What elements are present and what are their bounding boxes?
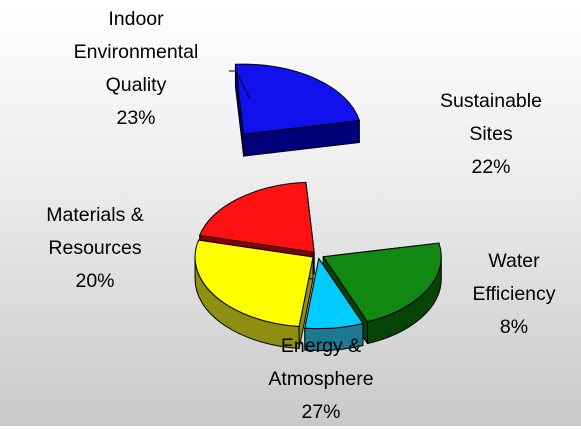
label-percent: 20% — [75, 270, 115, 292]
label-energy-atmosphere: Energy & Atmosphere 27% — [226, 330, 416, 429]
label-name-line: Water — [488, 250, 540, 272]
label-name-line: Sustainable — [440, 90, 542, 112]
label-water-efficiency: Water Efficiency 8% — [419, 245, 581, 344]
label-name-line: Quality — [105, 74, 167, 96]
leader-line — [229, 70, 251, 100]
label-name-line: Energy & — [280, 335, 362, 357]
label-percent: 27% — [301, 401, 341, 423]
slice-energy-atmosphere — [194, 239, 314, 350]
label-percent: 23% — [116, 107, 156, 129]
label-name-line: Sites — [469, 123, 513, 145]
label-indoor-environmental-quality: Indoor Environmental Quality 23% — [41, 3, 231, 135]
label-sustainable-sites: Sustainable Sites 22% — [396, 85, 581, 184]
label-name-line: Indoor — [108, 8, 164, 30]
label-name-line: Efficiency — [472, 283, 556, 305]
slice-top-indoor-environmental-quality — [234, 63, 360, 135]
slice-indoor-environmental-quality — [234, 63, 360, 157]
label-percent: 8% — [499, 316, 529, 338]
label-name-line: Environmental — [73, 41, 199, 63]
slice-top-materials-resources — [199, 181, 315, 253]
label-name-line: Materials & — [46, 204, 144, 226]
slice-top-energy-atmosphere — [194, 239, 314, 328]
slice-water-efficiency — [304, 258, 364, 352]
label-percent: 22% — [471, 156, 511, 178]
label-name-line: Atmosphere — [268, 368, 374, 390]
label-materials-resources: Materials & Resources 20% — [0, 199, 190, 298]
slice-top-sustainable-sites — [322, 242, 442, 323]
slice-top-water-efficiency — [304, 258, 364, 330]
label-name-line: Resources — [48, 237, 142, 259]
